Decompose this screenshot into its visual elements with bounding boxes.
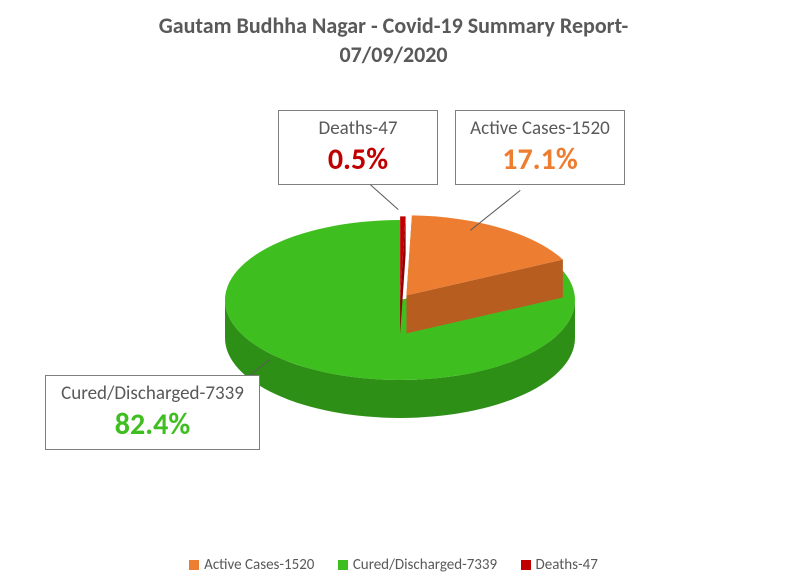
callout-active-label: Active Cases-1520 bbox=[466, 117, 614, 141]
legend-swatch-deaths bbox=[521, 560, 531, 570]
pie-chart: Deaths-47 0.5% Active Cases-1520 17.1% C… bbox=[0, 90, 787, 520]
legend: Active Cases-1520 Cured/Discharged-7339 … bbox=[0, 556, 787, 574]
legend-swatch-active bbox=[189, 560, 199, 570]
callout-active-value: 17.1% bbox=[466, 141, 614, 179]
title-line-1: Gautam Budhha Nagar - Covid-19 Summary R… bbox=[0, 12, 787, 41]
legend-text-active: Active Cases-1520 bbox=[204, 556, 314, 574]
legend-text-cured: Cured/Discharged-7339 bbox=[353, 556, 497, 574]
legend-item-deaths: Deaths-47 bbox=[521, 556, 598, 574]
callout-cured: Cured/Discharged-7339 82.4% bbox=[45, 375, 260, 450]
title-line-2: 07/09/2020 bbox=[0, 41, 787, 70]
legend-swatch-cured bbox=[338, 560, 348, 570]
chart-title: Gautam Budhha Nagar - Covid-19 Summary R… bbox=[0, 0, 787, 69]
callout-cured-value: 82.4% bbox=[56, 406, 249, 444]
legend-item-cured: Cured/Discharged-7339 bbox=[338, 556, 497, 574]
callout-deaths-value: 0.5% bbox=[289, 141, 427, 179]
callout-cured-label: Cured/Discharged-7339 bbox=[56, 382, 249, 406]
legend-text-deaths: Deaths-47 bbox=[536, 556, 598, 574]
callout-deaths: Deaths-47 0.5% bbox=[278, 110, 438, 185]
callout-deaths-label: Deaths-47 bbox=[289, 117, 427, 141]
legend-item-active: Active Cases-1520 bbox=[189, 556, 314, 574]
callout-active: Active Cases-1520 17.1% bbox=[455, 110, 625, 185]
